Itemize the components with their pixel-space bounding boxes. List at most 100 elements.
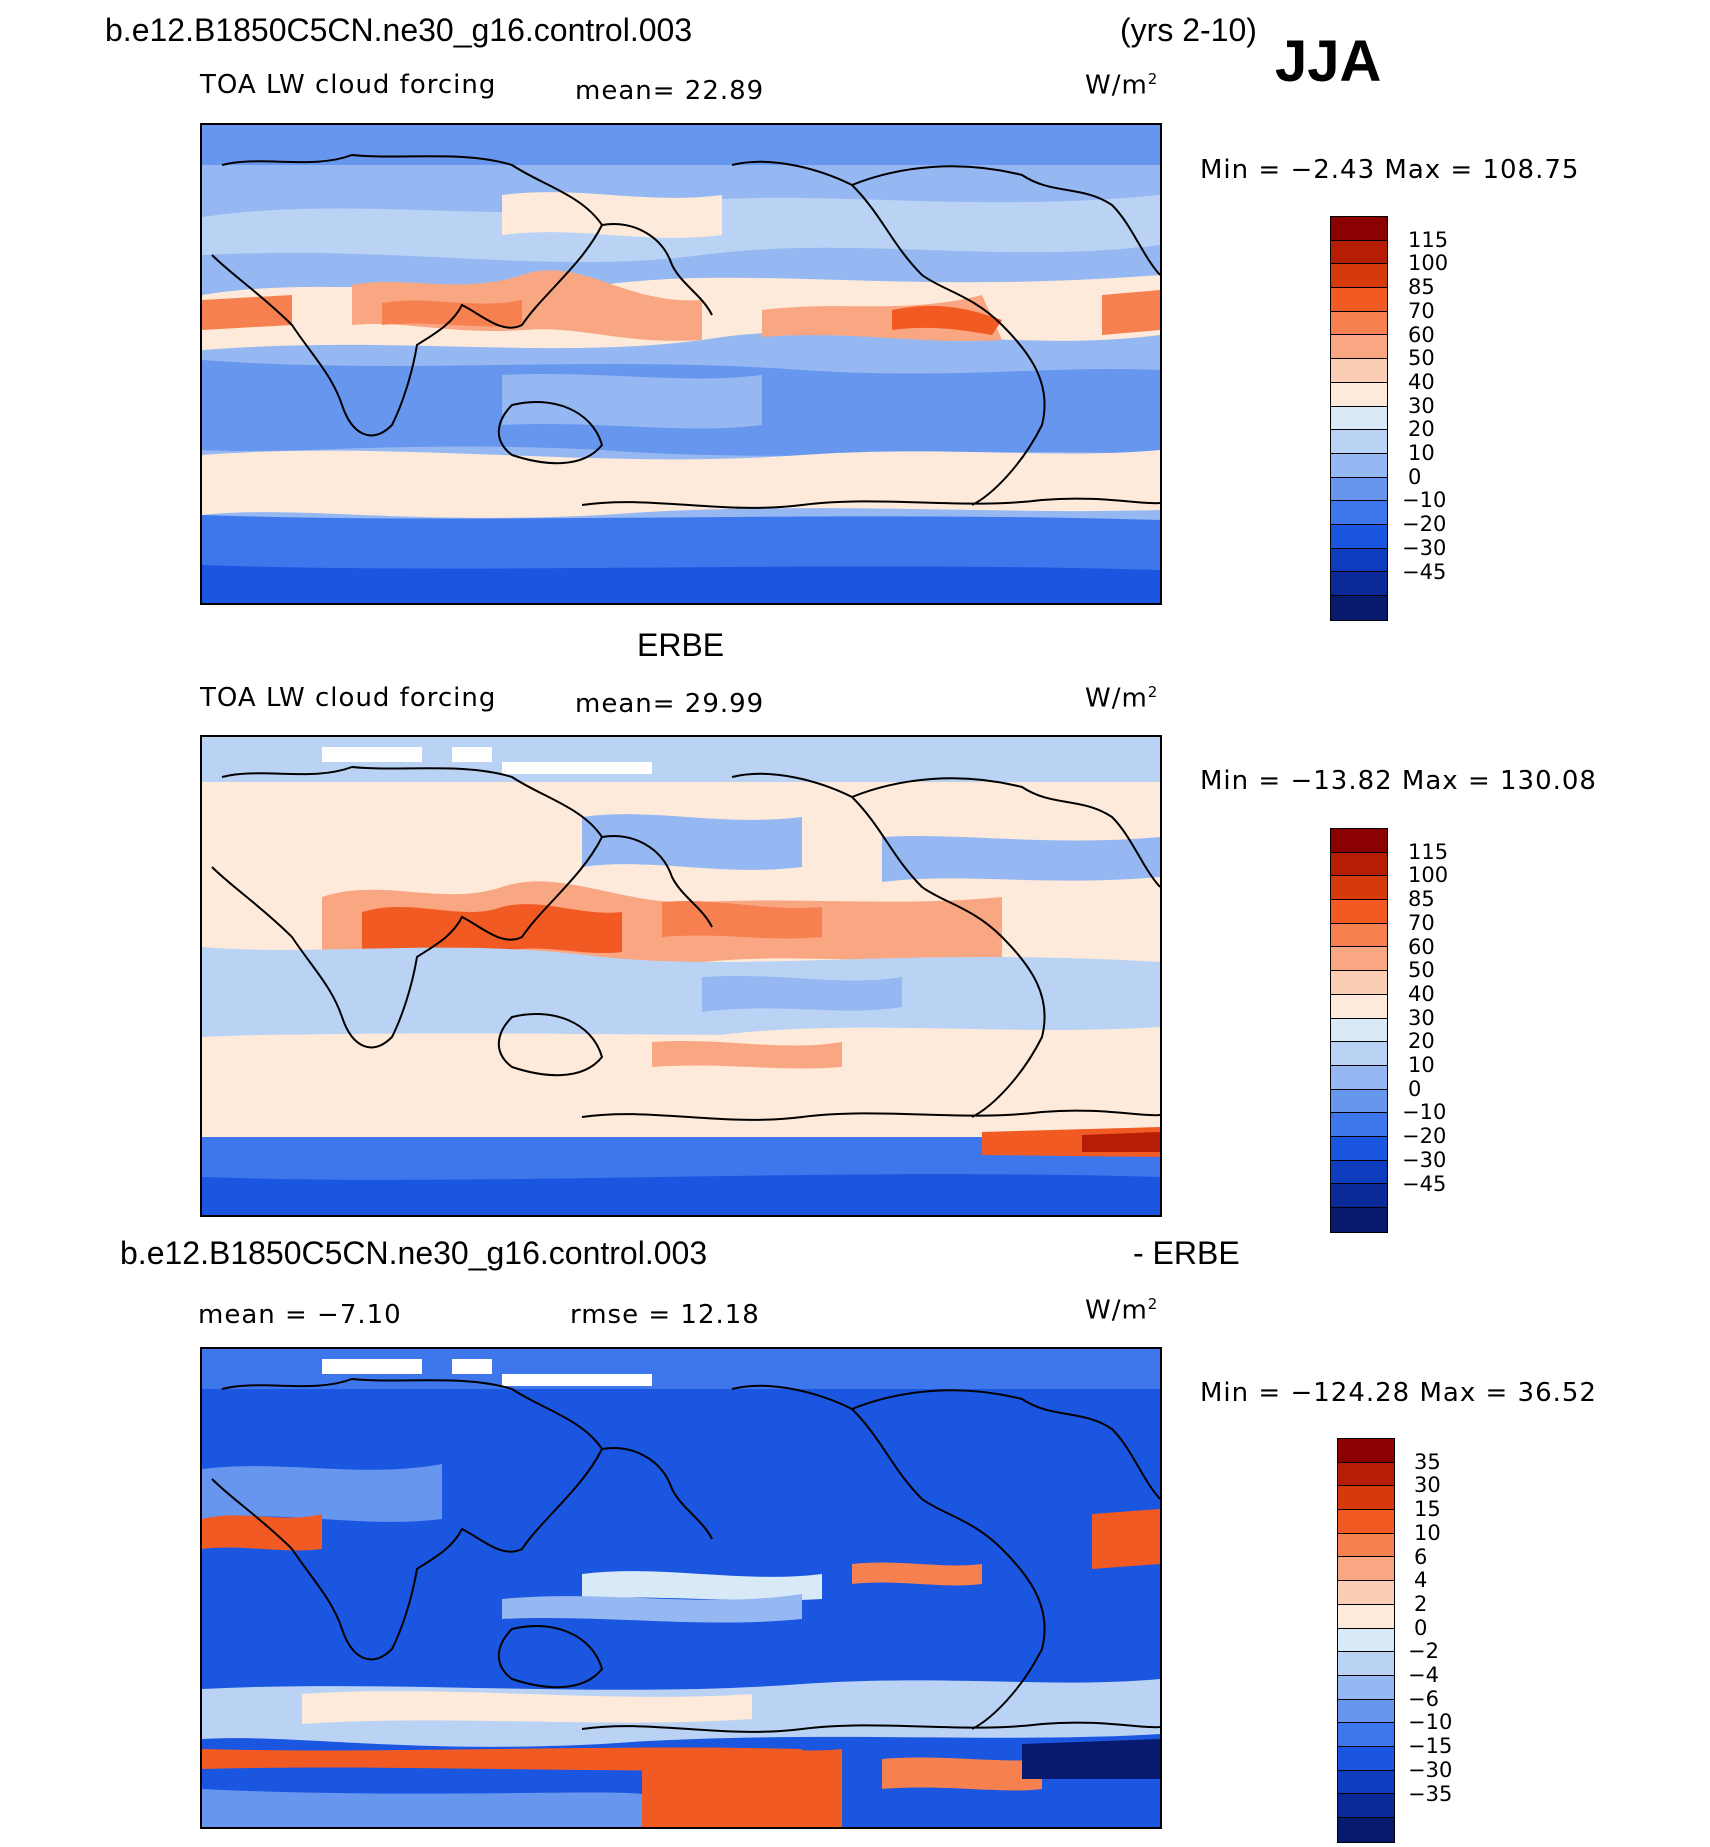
colorbar-tick-label: 0 xyxy=(1414,1615,1428,1640)
years-label: (yrs 2-10) xyxy=(1120,12,1257,48)
colorbar-box xyxy=(1338,1699,1394,1724)
colorbar-box xyxy=(1331,548,1387,573)
panel3-title: b.e12.B1850C5CN.ne30_g16.control.003 xyxy=(120,1235,708,1271)
colorbar-tick-label: −4 xyxy=(1408,1663,1439,1687)
colorbar-tick-label: 0 xyxy=(1408,1076,1422,1101)
colorbar-tick-label: 30 xyxy=(1408,1005,1435,1030)
colorbar-box xyxy=(1331,240,1387,265)
colorbar-tick-label: 35 xyxy=(1414,1449,1441,1474)
panel3-map-svg xyxy=(202,1349,1160,1827)
colorbar-tick-label: 4 xyxy=(1414,1568,1428,1593)
colorbar-box xyxy=(1331,1113,1387,1137)
colorbar-tick-label: −10 xyxy=(1402,488,1447,513)
colorbar-box xyxy=(1331,971,1387,995)
colorbar-tick-label: 50 xyxy=(1408,958,1435,983)
colorbar-tick-label: 50 xyxy=(1408,346,1435,371)
colorbar-box xyxy=(1338,1462,1394,1487)
colorbar-tick-label: 10 xyxy=(1408,441,1435,465)
colorbar-tick-label: 115 xyxy=(1408,227,1449,252)
panel3-units: W/m2 xyxy=(1085,1295,1159,1326)
panel2-units: W/m2 xyxy=(1085,683,1159,714)
colorbar-tick-label: −15 xyxy=(1408,1734,1453,1759)
colorbar-box xyxy=(1338,1628,1394,1653)
colorbar-box xyxy=(1338,1675,1394,1700)
panel1-colorbar xyxy=(1330,216,1388,621)
colorbar-tick-label: 10 xyxy=(1408,1053,1435,1077)
colorbar-tick-label: 6 xyxy=(1414,1544,1428,1569)
colorbar-tick-label: −20 xyxy=(1402,512,1447,537)
panel3-minmax: Min = −124.28 Max = 36.52 xyxy=(1200,1378,1597,1408)
colorbar-box xyxy=(1331,852,1387,877)
panel3-title-right: - ERBE xyxy=(1133,1235,1240,1271)
colorbar-box xyxy=(1331,994,1387,1019)
colorbar-box xyxy=(1331,217,1387,241)
colorbar-box xyxy=(1331,382,1387,407)
panel3-colorbar xyxy=(1337,1438,1395,1843)
colorbar-box xyxy=(1338,1581,1394,1605)
panel1-map xyxy=(200,123,1162,605)
colorbar-tick-label: 20 xyxy=(1408,1029,1435,1054)
panel2-title: ERBE xyxy=(637,627,725,663)
colorbar-box xyxy=(1338,1510,1394,1534)
colorbar-box xyxy=(1331,359,1387,383)
colorbar-box xyxy=(1331,1018,1387,1043)
colorbar-tick-label: −35 xyxy=(1408,1781,1453,1806)
colorbar-tick-label: 20 xyxy=(1408,417,1435,442)
colorbar-box xyxy=(1331,572,1387,596)
colorbar-box xyxy=(1331,288,1387,312)
colorbar-box xyxy=(1338,1533,1394,1558)
colorbar-tick-label: 60 xyxy=(1408,934,1435,959)
panel1-minmax: Min = −2.43 Max = 108.75 xyxy=(1200,155,1580,185)
colorbar-box xyxy=(1338,1746,1394,1771)
colorbar-box xyxy=(1331,876,1387,901)
colorbar-tick-label: 115 xyxy=(1408,839,1449,864)
panel2-minmax: Min = −13.82 Max = 130.08 xyxy=(1200,766,1597,796)
case-title: b.e12.B1850C5CN.ne30_g16.control.003 xyxy=(105,12,693,48)
colorbar-box xyxy=(1331,829,1387,853)
panel3-rmse: rmse = 12.18 xyxy=(570,1300,760,1330)
colorbar-tick-label: 30 xyxy=(1408,393,1435,418)
colorbar-tick-label: 85 xyxy=(1408,887,1435,912)
colorbar-box xyxy=(1331,1089,1387,1114)
colorbar-tick-label: 0 xyxy=(1408,464,1422,489)
colorbar-tick-label: −6 xyxy=(1408,1686,1439,1711)
colorbar-tick-label: 2 xyxy=(1414,1591,1428,1616)
colorbar-tick-label: 85 xyxy=(1408,275,1435,300)
colorbar-box xyxy=(1338,1652,1394,1676)
panel2-variable: TOA LW cloud forcing xyxy=(200,683,497,713)
colorbar-tick-label: −2 xyxy=(1408,1639,1439,1664)
colorbar-tick-label: 60 xyxy=(1408,322,1435,347)
colorbar-tick-label: 10 xyxy=(1414,1520,1441,1545)
colorbar-tick-label: 70 xyxy=(1408,298,1435,323)
colorbar-tick-label: −30 xyxy=(1402,535,1447,560)
colorbar-box xyxy=(1331,453,1387,478)
colorbar-box xyxy=(1331,524,1387,549)
colorbar-tick-label: −30 xyxy=(1402,1147,1447,1172)
colorbar-box xyxy=(1331,596,1387,620)
colorbar-box xyxy=(1338,1770,1394,1795)
panel1-variable: TOA LW cloud forcing xyxy=(200,70,497,100)
colorbar-tick-label: −30 xyxy=(1408,1757,1453,1782)
colorbar-box xyxy=(1331,311,1387,336)
colorbar-tick-label: 100 xyxy=(1408,251,1449,276)
colorbar-box xyxy=(1331,1208,1387,1232)
colorbar-tick-label: −45 xyxy=(1402,1171,1447,1196)
colorbar-box xyxy=(1338,1818,1394,1842)
colorbar-tick-label: 100 xyxy=(1408,863,1449,888)
colorbar-box xyxy=(1338,1439,1394,1463)
panel1-map-svg xyxy=(202,125,1160,603)
colorbar-tick-label: −10 xyxy=(1408,1710,1453,1735)
colorbar-box xyxy=(1331,406,1387,431)
panel2-map xyxy=(200,735,1162,1217)
colorbar-box xyxy=(1331,900,1387,924)
colorbar-tick-label: 15 xyxy=(1414,1497,1441,1522)
colorbar-box xyxy=(1331,1160,1387,1185)
season-label: JJA xyxy=(1275,29,1382,94)
panel3-mean: mean = −7.10 xyxy=(198,1300,402,1330)
colorbar-tick-label: −10 xyxy=(1402,1100,1447,1125)
colorbar-box xyxy=(1331,430,1387,454)
panel1-mean: mean= 22.89 xyxy=(575,76,765,106)
colorbar-tick-label: −45 xyxy=(1402,559,1447,584)
colorbar-box xyxy=(1338,1723,1394,1747)
